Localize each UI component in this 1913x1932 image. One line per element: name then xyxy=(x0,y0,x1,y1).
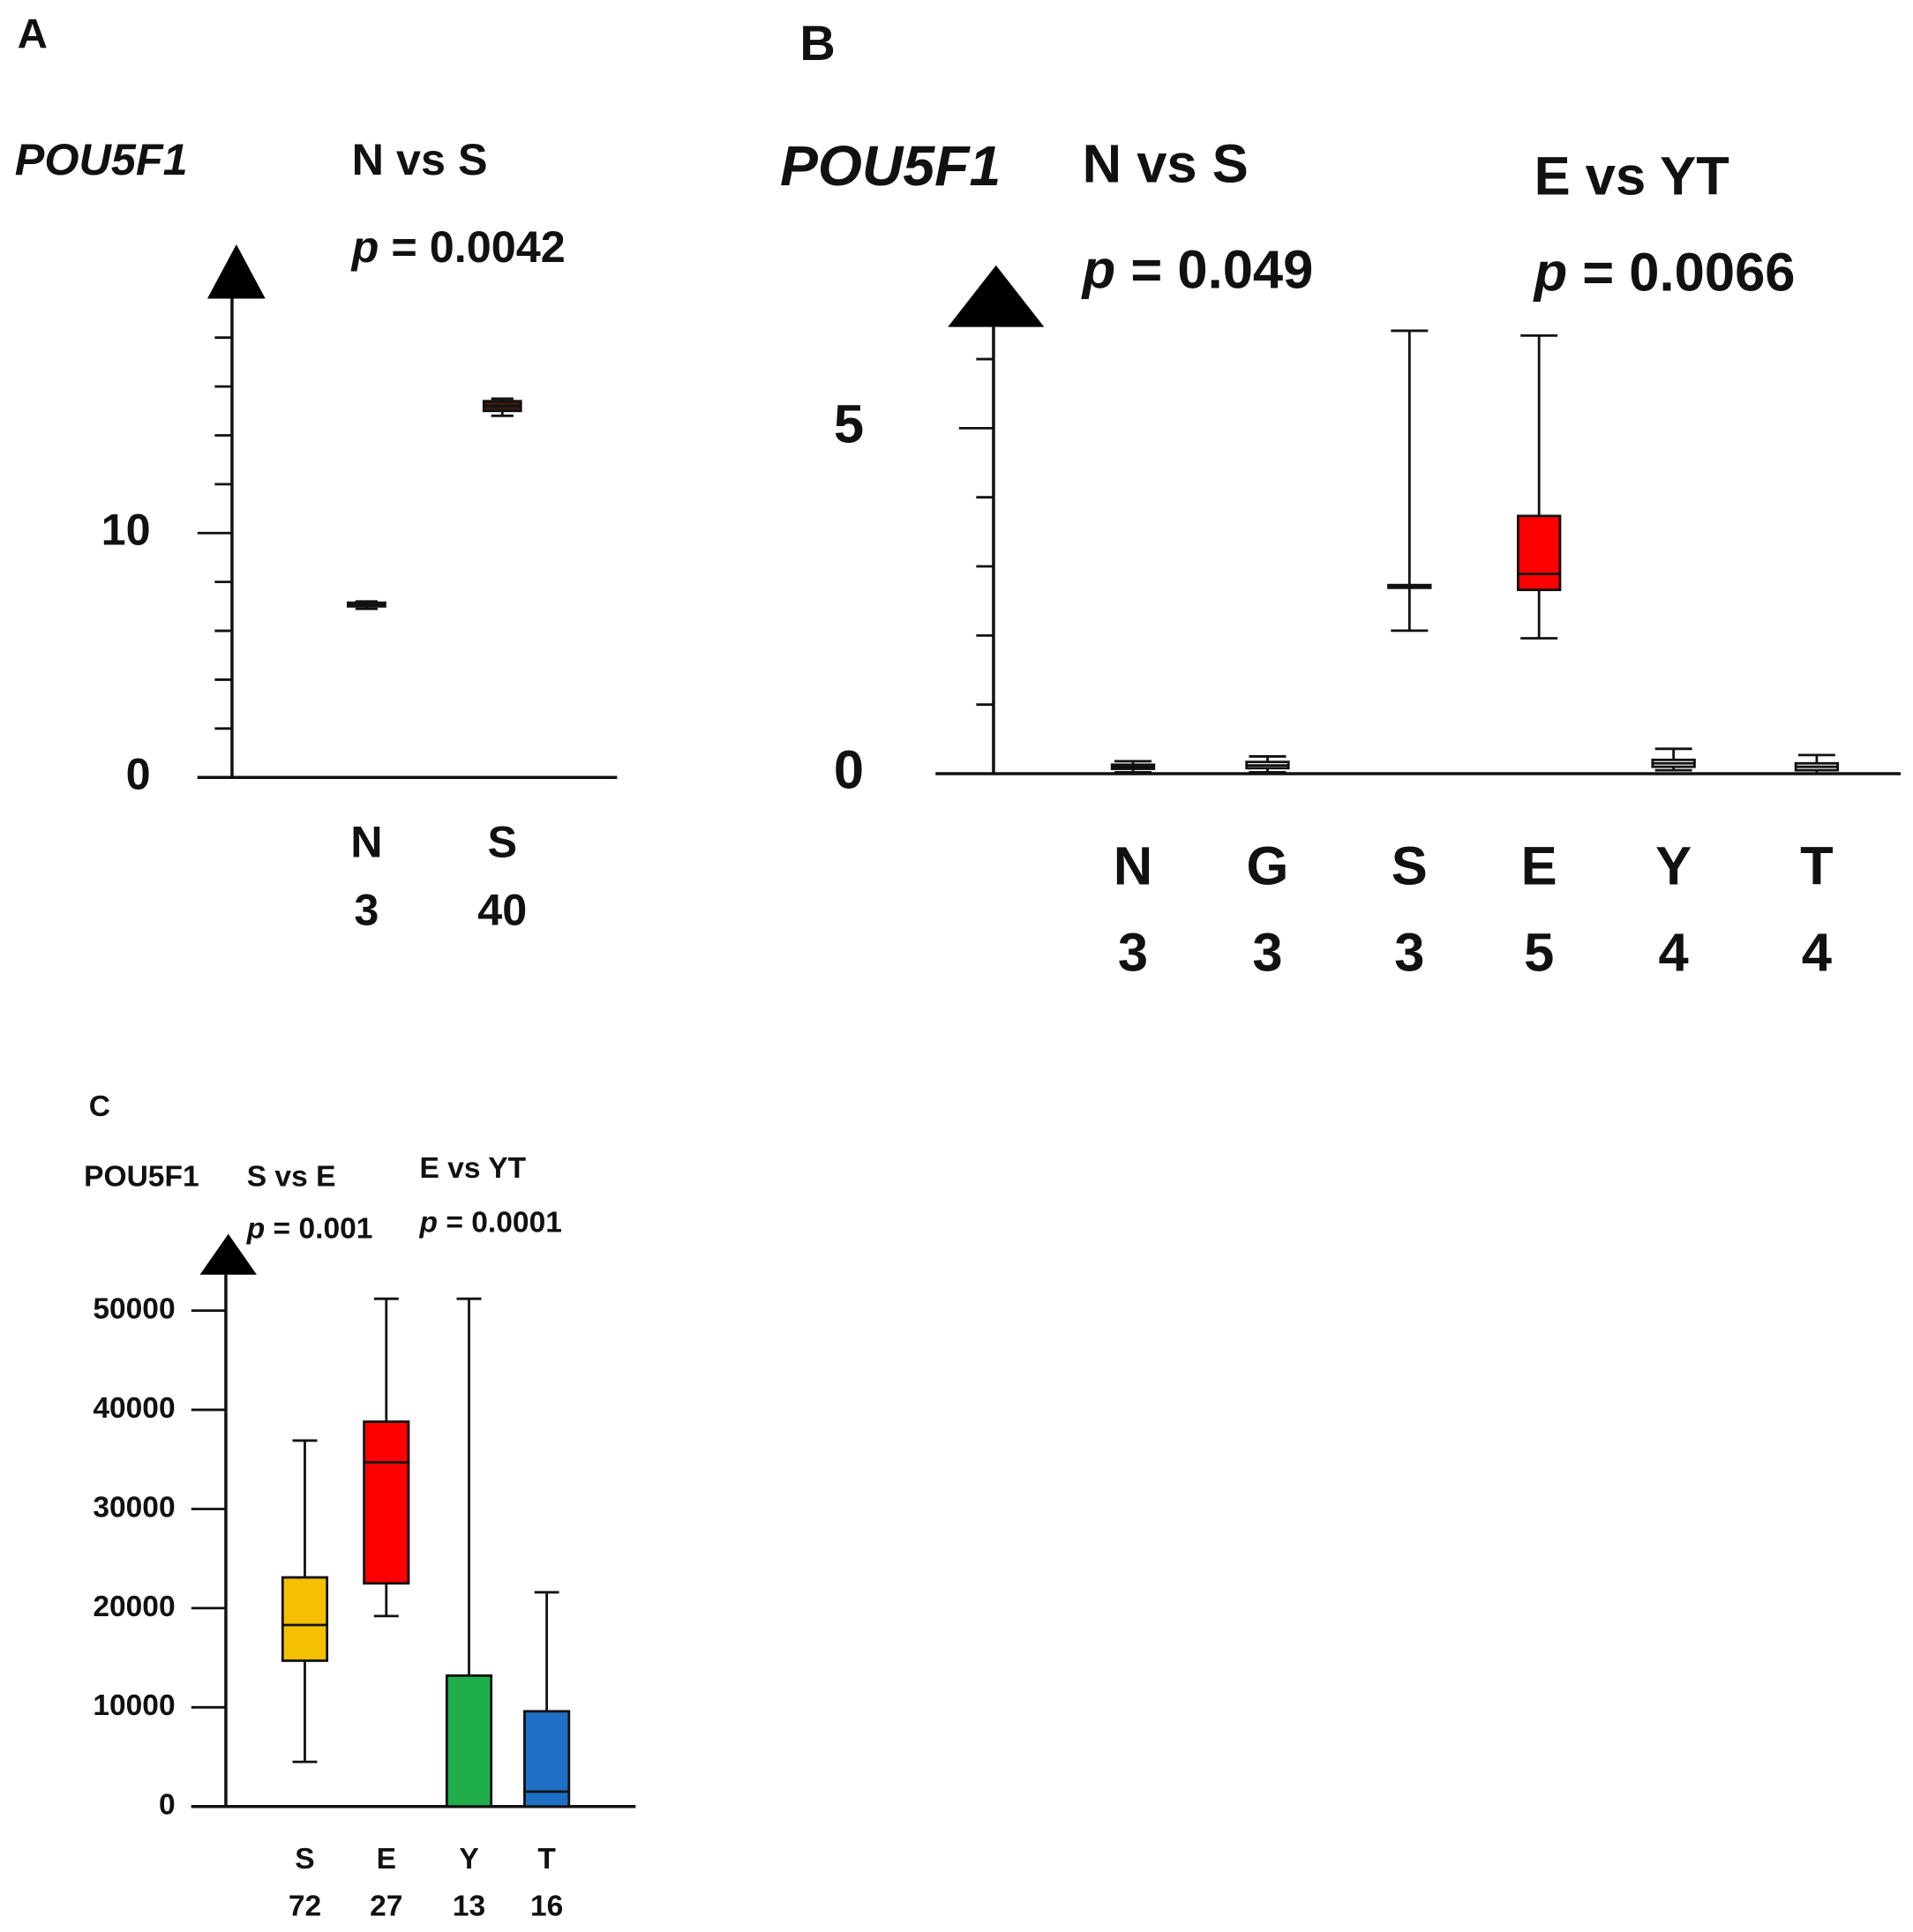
panel-label: A xyxy=(18,11,48,58)
comparison: E vs YT xyxy=(1534,146,1729,206)
sample-count: 72 xyxy=(289,1890,321,1922)
gene-label: POU5F1 xyxy=(780,134,1001,198)
p-value: p = 0.0001 xyxy=(419,1206,562,1239)
category-label: T xyxy=(1800,835,1834,896)
sample-count: 3 xyxy=(1394,922,1424,983)
y-tick-label: 20000 xyxy=(93,1591,175,1623)
category-label: E xyxy=(1521,835,1557,896)
sample-count: 4 xyxy=(1802,922,1832,983)
comparison: N vs S xyxy=(352,134,488,184)
sample-count: 40 xyxy=(477,884,527,934)
panel-label: C xyxy=(89,1090,110,1123)
y-tick-label: 50000 xyxy=(93,1293,175,1326)
panel-label: B xyxy=(799,15,835,71)
p-value: p = 0.001 xyxy=(246,1212,373,1245)
y-tick-label: 5 xyxy=(834,394,864,455)
sample-count: 27 xyxy=(370,1890,402,1922)
p-value: p = 0.0042 xyxy=(350,221,566,272)
gene-label: POU5F1 xyxy=(15,134,188,184)
category-label: Y xyxy=(459,1843,478,1876)
gene-label: POU5F1 xyxy=(84,1161,199,1194)
category-label: Y xyxy=(1655,835,1692,896)
y-tick-label: 10 xyxy=(101,505,151,555)
sample-count: 4 xyxy=(1659,922,1689,983)
sample-count: 5 xyxy=(1524,922,1554,983)
sample-count: 13 xyxy=(453,1890,485,1922)
y-tick-label: 0 xyxy=(159,1789,176,1822)
box xyxy=(445,1674,493,1808)
sample-count: 3 xyxy=(1252,922,1282,983)
axis-arrow xyxy=(948,265,1045,327)
p-value: p = 0.049 xyxy=(1081,240,1314,301)
category-label: T xyxy=(537,1843,556,1876)
axis-arrow xyxy=(206,243,266,299)
category-label: N xyxy=(350,816,382,866)
comparison: N vs S xyxy=(1083,133,1249,194)
axis-arrow xyxy=(199,1233,257,1275)
p-value: p = 0.0066 xyxy=(1533,243,1796,303)
y-tick-label: 30000 xyxy=(93,1491,175,1524)
category-label: S xyxy=(1392,835,1428,896)
sample-count: 3 xyxy=(354,884,379,934)
box xyxy=(363,1420,410,1585)
category-label: G xyxy=(1247,835,1289,896)
category-label: N xyxy=(1114,835,1152,896)
box xyxy=(281,1576,329,1662)
box xyxy=(1517,514,1562,592)
y-tick-label: 40000 xyxy=(93,1392,175,1425)
sample-count: 16 xyxy=(530,1890,563,1922)
y-tick-label: 0 xyxy=(126,749,151,799)
comparison: E vs YT xyxy=(420,1152,527,1185)
y-tick-label: 0 xyxy=(834,739,864,800)
category-label: S xyxy=(295,1843,314,1876)
comparison: S vs E xyxy=(247,1161,336,1194)
category-label: S xyxy=(487,816,517,866)
sample-count: 3 xyxy=(1118,922,1148,983)
y-tick-label: 10000 xyxy=(93,1689,175,1722)
category-label: E xyxy=(377,1843,396,1876)
